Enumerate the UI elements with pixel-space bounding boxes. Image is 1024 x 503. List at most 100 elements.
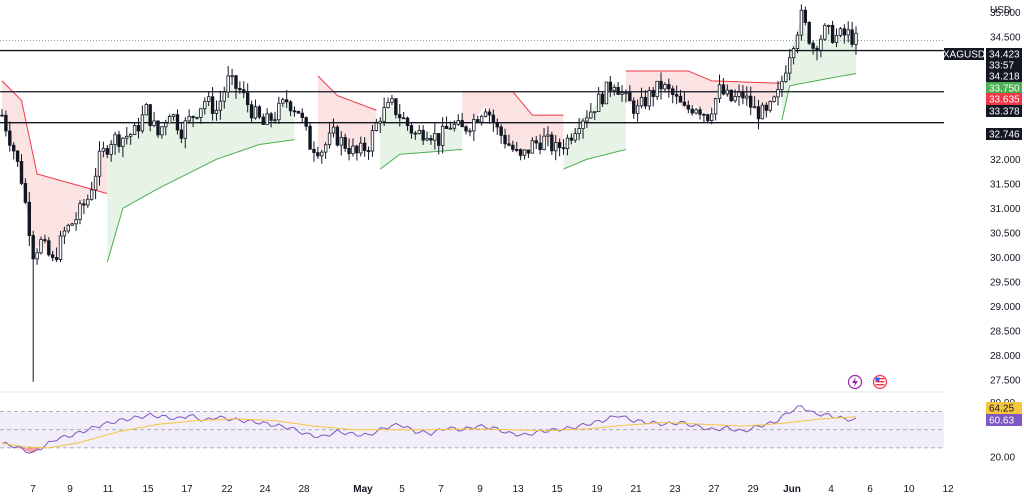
candle (292, 110, 297, 113)
candle (62, 230, 67, 237)
candle (729, 89, 733, 102)
candle (737, 91, 741, 97)
candle (686, 104, 691, 110)
candle (710, 113, 714, 122)
candle (171, 114, 176, 117)
price-tag-bg (986, 82, 1022, 94)
candle (717, 84, 722, 100)
symbol-tag (944, 48, 984, 60)
candle (565, 137, 570, 149)
supertrend-line-1 (106, 139, 295, 263)
candle (515, 149, 519, 151)
candle (121, 137, 125, 147)
candle (15, 150, 20, 162)
candle (854, 32, 858, 45)
candle (89, 189, 94, 200)
candle (206, 96, 211, 102)
candle (261, 116, 265, 125)
supertrend-band-4 (462, 91, 564, 160)
rsi-pane (0, 405, 944, 454)
candle (401, 117, 406, 120)
lightning-icon[interactable] (847, 374, 863, 390)
candle (35, 252, 39, 260)
candle (667, 84, 671, 90)
candle (671, 88, 675, 95)
supertrend-band-2 (317, 75, 377, 155)
candle (50, 254, 55, 258)
time-tick-label: 9 (477, 484, 483, 495)
price-tag-bg (986, 70, 1022, 82)
candle (417, 129, 421, 134)
candle (491, 114, 496, 123)
candle (776, 89, 780, 98)
candle (70, 223, 74, 226)
candle (128, 134, 133, 137)
candle (366, 150, 371, 153)
candle (838, 28, 843, 36)
candle (359, 142, 363, 154)
candle (136, 125, 141, 132)
candle (343, 137, 347, 149)
candle (331, 126, 336, 134)
candle (725, 89, 730, 95)
candle (647, 90, 652, 107)
candle (842, 28, 847, 36)
candle (589, 111, 593, 119)
candle (768, 101, 772, 111)
candle (795, 34, 800, 49)
candle (628, 92, 632, 102)
candle (561, 147, 566, 150)
candle (815, 47, 819, 51)
candle (47, 240, 51, 256)
candle (160, 126, 164, 136)
candle (210, 96, 215, 114)
candle (370, 130, 375, 152)
candle (690, 108, 694, 114)
candle (191, 115, 195, 118)
time-axis[interactable]: 7 9 11 15 17 22 24 28 May 5 7 9 13 15 19 21 23 27 29 Jun 4 6 1… (30, 484, 954, 495)
time-tick-label: 15 (142, 484, 154, 495)
candle (183, 120, 187, 139)
candle (374, 122, 379, 131)
candle (203, 101, 207, 110)
time-tick-label: 4 (828, 484, 834, 495)
candle (600, 93, 605, 105)
candle (320, 151, 324, 157)
time-tick-label: 9 (67, 484, 73, 495)
supertrend-line-0 (1, 80, 108, 195)
price-tag-plain: 33:57 (989, 61, 1014, 72)
time-tick-label: 13 (512, 484, 524, 495)
us-flag-icon[interactable] (872, 374, 888, 390)
candle (19, 161, 24, 184)
price-tag-black: 33.378 (989, 107, 1020, 118)
time-tick-label: 17 (181, 484, 193, 495)
candle (234, 75, 238, 89)
candle (495, 121, 499, 128)
candle (97, 150, 102, 177)
time-tick-label: 19 (591, 484, 603, 495)
candle (218, 100, 223, 111)
candle (238, 88, 242, 91)
price-tick-label: 31.500 (990, 179, 1021, 190)
candle (569, 137, 574, 141)
candle (249, 104, 254, 119)
time-tick-label: 22 (221, 484, 233, 495)
candle (277, 102, 281, 121)
rsi-ma-line (1, 416, 857, 449)
time-tick-label: 7 (30, 484, 36, 495)
supertrend-indicator (1, 17, 857, 263)
candle (398, 114, 402, 119)
candle (472, 119, 476, 132)
candle (538, 142, 542, 150)
candle (655, 80, 659, 97)
candle (749, 95, 753, 108)
candle (152, 120, 156, 126)
candle (265, 113, 269, 125)
time-tick-label: 29 (747, 484, 759, 495)
candle (230, 75, 234, 78)
candle (390, 98, 394, 103)
candle (624, 92, 628, 95)
candle (440, 125, 445, 146)
